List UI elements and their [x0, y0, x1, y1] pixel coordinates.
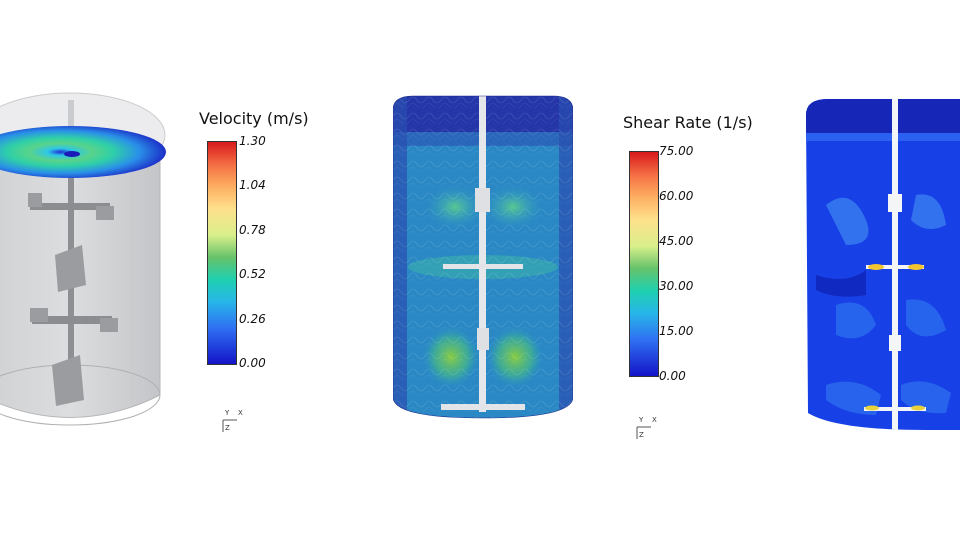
shear-tick: 45.00 — [659, 234, 694, 248]
shear-rate-section — [806, 99, 960, 430]
shear-tick: 15.00 — [659, 324, 694, 338]
axis-z-label: Z — [639, 431, 644, 439]
velocity-tick: 0.00 — [239, 356, 266, 370]
velocity-tick: 0.52 — [239, 267, 266, 281]
axis-z-label: Z — [225, 424, 230, 432]
velocity-tick: 0.78 — [239, 223, 266, 237]
shear-legend-title: Shear Rate (1/s) — [623, 113, 753, 132]
axis-triad-icon — [222, 419, 237, 432]
shear-tick: 75.00 — [659, 144, 694, 158]
velocity-colorbar — [207, 141, 237, 365]
velocity-tick: 0.26 — [239, 312, 266, 326]
shear-tick: 30.00 — [659, 279, 694, 293]
axis-triad: Y X Z — [219, 408, 249, 438]
axis-y-label: Y — [639, 416, 644, 424]
axis-x-label: X — [652, 416, 657, 424]
shear-tick: 60.00 — [659, 189, 694, 203]
axis-x-label: X — [238, 409, 243, 417]
axis-triad-icon — [636, 426, 651, 439]
velocity-tick: 1.04 — [239, 178, 266, 192]
axis-triad: Y X Z — [633, 415, 663, 445]
shear-colorbar — [629, 151, 659, 377]
velocity-streamline-section — [393, 95, 573, 419]
axis-y-label: Y — [225, 409, 230, 417]
velocity-tick: 1.30 — [239, 134, 266, 148]
tank-3d-velocity-view — [0, 92, 166, 426]
velocity-surface — [0, 126, 166, 178]
shear-tick: 0.00 — [659, 369, 686, 383]
velocity-legend-title: Velocity (m/s) — [199, 109, 309, 128]
